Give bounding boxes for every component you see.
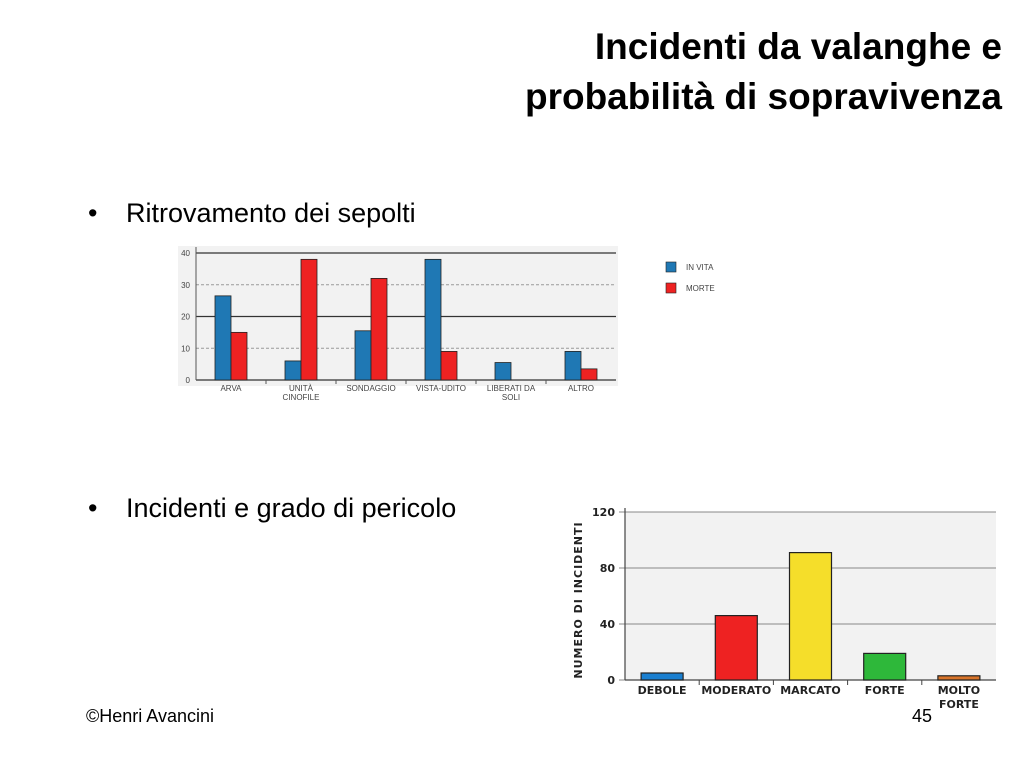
bar (863, 652, 907, 681)
bar (937, 675, 981, 681)
x-tick-label-line: SOLI (502, 393, 520, 402)
y-tick-label: 20 (181, 313, 190, 322)
footer-copyright: ©Henri Avancini (86, 706, 214, 726)
bar (580, 368, 598, 381)
bar (300, 258, 318, 381)
legend-label: IN VITA (686, 263, 714, 272)
x-tick-label: DEBOLE (638, 684, 687, 697)
bullet-item: • Incidenti e grado di pericolo (88, 493, 456, 524)
x-tick-label-line: MOLTO (938, 684, 980, 697)
y-tick-label: 30 (181, 281, 190, 290)
x-tick-label-line: MODERATO (701, 684, 771, 697)
bullet-dot: • (88, 198, 98, 228)
y-tick-label: 40 (181, 249, 190, 258)
bar (370, 277, 388, 381)
bar (494, 362, 512, 381)
x-tick-label: ALTRO (568, 384, 594, 393)
x-tick-label-line: FORTE (865, 684, 905, 697)
x-tick-label-line: ARVA (220, 384, 242, 393)
x-tick-label-line: UNITÀ (289, 384, 314, 393)
bar (564, 351, 582, 381)
y-tick-label: 80 (600, 562, 616, 575)
x-tick-label: UNITÀ CINOFILE (283, 384, 320, 402)
x-tick-label: MARCATO (780, 684, 841, 697)
bar (424, 258, 442, 381)
y-tick-label: 0 (186, 376, 191, 385)
x-tick-label-line: CINOFILE (283, 393, 320, 402)
x-tick-label-line: ALTRO (568, 384, 594, 393)
bullet-dot: • (88, 493, 98, 523)
y-tick-label: 40 (600, 618, 616, 631)
x-tick-label-line: SONDAGGIO (346, 384, 395, 393)
bar (714, 614, 758, 681)
legend-swatch (665, 282, 677, 294)
legend-label: MORTE (686, 284, 715, 293)
bullet-text: Incidenti e grado di pericolo (126, 493, 457, 523)
x-tick-label: ARVA (220, 384, 242, 393)
bar (640, 672, 684, 681)
x-tick-label: VISTA-UDITO (416, 384, 466, 393)
x-tick-label-line: DEBOLE (638, 684, 687, 697)
x-tick-label: FORTE (865, 684, 905, 697)
y-axis-label: NUMERO DI INCIDENTI (572, 521, 585, 678)
page-number: 45 (912, 706, 933, 726)
x-tick-label: MOLTO FORTE (938, 684, 980, 711)
x-tick-label: LIBERATI DA SOLI (487, 384, 536, 402)
bar (788, 551, 833, 681)
bar (440, 351, 458, 381)
slide-title-line2: probabilità di sopravivenza (524, 76, 1002, 117)
bullet-text: Ritrovamento dei sepolti (126, 198, 416, 228)
x-tick-label-line: FORTE (939, 698, 979, 711)
slide-title: Incidenti da valanghe e probabilità di s… (525, 22, 1002, 122)
legend-swatch (665, 261, 677, 273)
x-tick-label-line: LIBERATI DA (487, 384, 536, 393)
x-tick-label-line: VISTA-UDITO (416, 384, 466, 393)
x-tick-label-line: MARCATO (780, 684, 841, 697)
y-tick-label: 10 (181, 344, 190, 353)
x-tick-label: MODERATO (701, 684, 771, 697)
bullet-item: • Ritrovamento dei sepolti (88, 198, 416, 229)
y-tick-label: 0 (607, 674, 615, 687)
x-tick-label: SONDAGGIO (346, 384, 395, 393)
slide-title-line1: Incidenti da valanghe e (594, 26, 1002, 67)
bar (230, 331, 248, 381)
y-tick-label: 120 (592, 506, 615, 519)
